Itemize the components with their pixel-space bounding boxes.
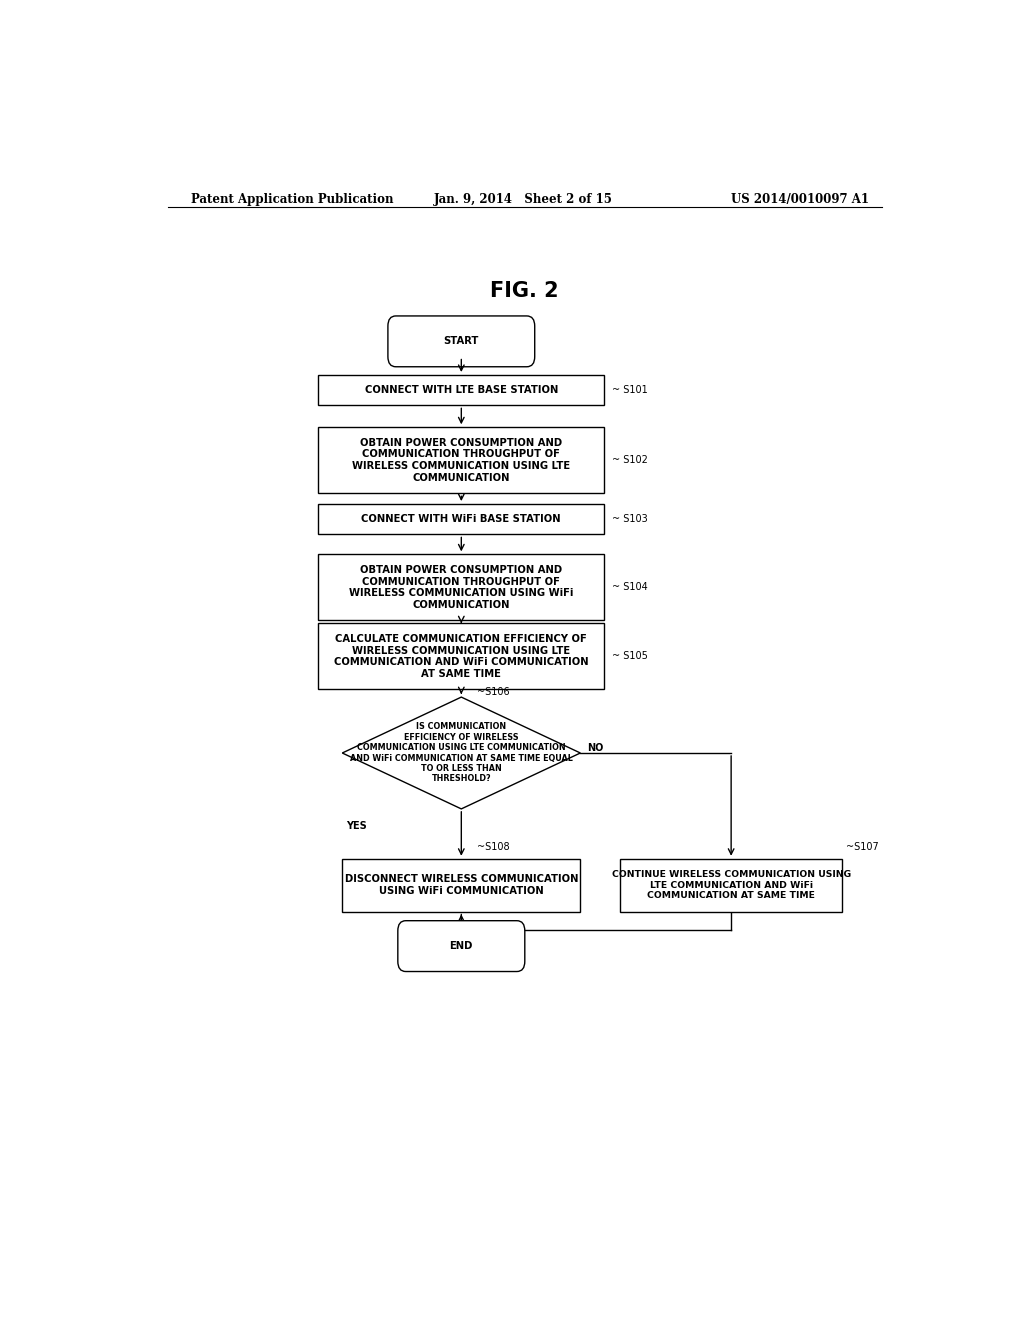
- Bar: [318, 554, 604, 620]
- Text: IS COMMUNICATION
EFFICIENCY OF WIRELESS
COMMUNICATION USING LTE COMMUNICATION
AN: IS COMMUNICATION EFFICIENCY OF WIRELESS …: [350, 722, 572, 784]
- Text: NO: NO: [587, 743, 603, 752]
- Text: END: END: [450, 941, 473, 952]
- FancyBboxPatch shape: [388, 315, 535, 367]
- Text: Patent Application Publication: Patent Application Publication: [191, 193, 394, 206]
- FancyBboxPatch shape: [397, 921, 524, 972]
- Text: ~ S105: ~ S105: [612, 652, 648, 661]
- Bar: [342, 859, 581, 912]
- Text: YES: YES: [346, 821, 367, 832]
- Text: Jan. 9, 2014   Sheet 2 of 15: Jan. 9, 2014 Sheet 2 of 15: [433, 193, 612, 206]
- Text: ~ S102: ~ S102: [612, 455, 648, 465]
- Bar: [318, 623, 604, 689]
- Text: OBTAIN POWER CONSUMPTION AND
COMMUNICATION THROUGHPUT OF
WIRELESS COMMUNICATION : OBTAIN POWER CONSUMPTION AND COMMUNICATI…: [349, 565, 573, 610]
- Text: CONTINUE WIRELESS COMMUNICATION USING
LTE COMMUNICATION AND WiFi
COMMUNICATION A: CONTINUE WIRELESS COMMUNICATION USING LT…: [611, 870, 851, 900]
- Text: CALCULATE COMMUNICATION EFFICIENCY OF
WIRELESS COMMUNICATION USING LTE
COMMUNICA: CALCULATE COMMUNICATION EFFICIENCY OF WI…: [334, 634, 589, 678]
- Bar: [620, 859, 842, 912]
- Text: FIG. 2: FIG. 2: [490, 281, 559, 301]
- Bar: [318, 504, 604, 535]
- Text: CONNECT WITH WiFi BASE STATION: CONNECT WITH WiFi BASE STATION: [361, 515, 561, 524]
- Text: ~ S104: ~ S104: [612, 582, 648, 593]
- Polygon shape: [342, 697, 581, 809]
- Text: START: START: [443, 337, 479, 346]
- Text: ~ S101: ~ S101: [612, 385, 648, 395]
- Bar: [318, 375, 604, 405]
- Text: ~ S103: ~ S103: [612, 515, 648, 524]
- Text: ~S107: ~S107: [846, 842, 879, 851]
- Text: US 2014/0010097 A1: US 2014/0010097 A1: [731, 193, 869, 206]
- Text: DISCONNECT WIRELESS COMMUNICATION
USING WiFi COMMUNICATION: DISCONNECT WIRELESS COMMUNICATION USING …: [344, 874, 579, 896]
- Text: CONNECT WITH LTE BASE STATION: CONNECT WITH LTE BASE STATION: [365, 385, 558, 395]
- Bar: [318, 428, 604, 494]
- Text: OBTAIN POWER CONSUMPTION AND
COMMUNICATION THROUGHPUT OF
WIRELESS COMMUNICATION : OBTAIN POWER CONSUMPTION AND COMMUNICATI…: [352, 438, 570, 483]
- Text: ~S106: ~S106: [477, 686, 510, 697]
- Text: ~S108: ~S108: [477, 842, 510, 851]
